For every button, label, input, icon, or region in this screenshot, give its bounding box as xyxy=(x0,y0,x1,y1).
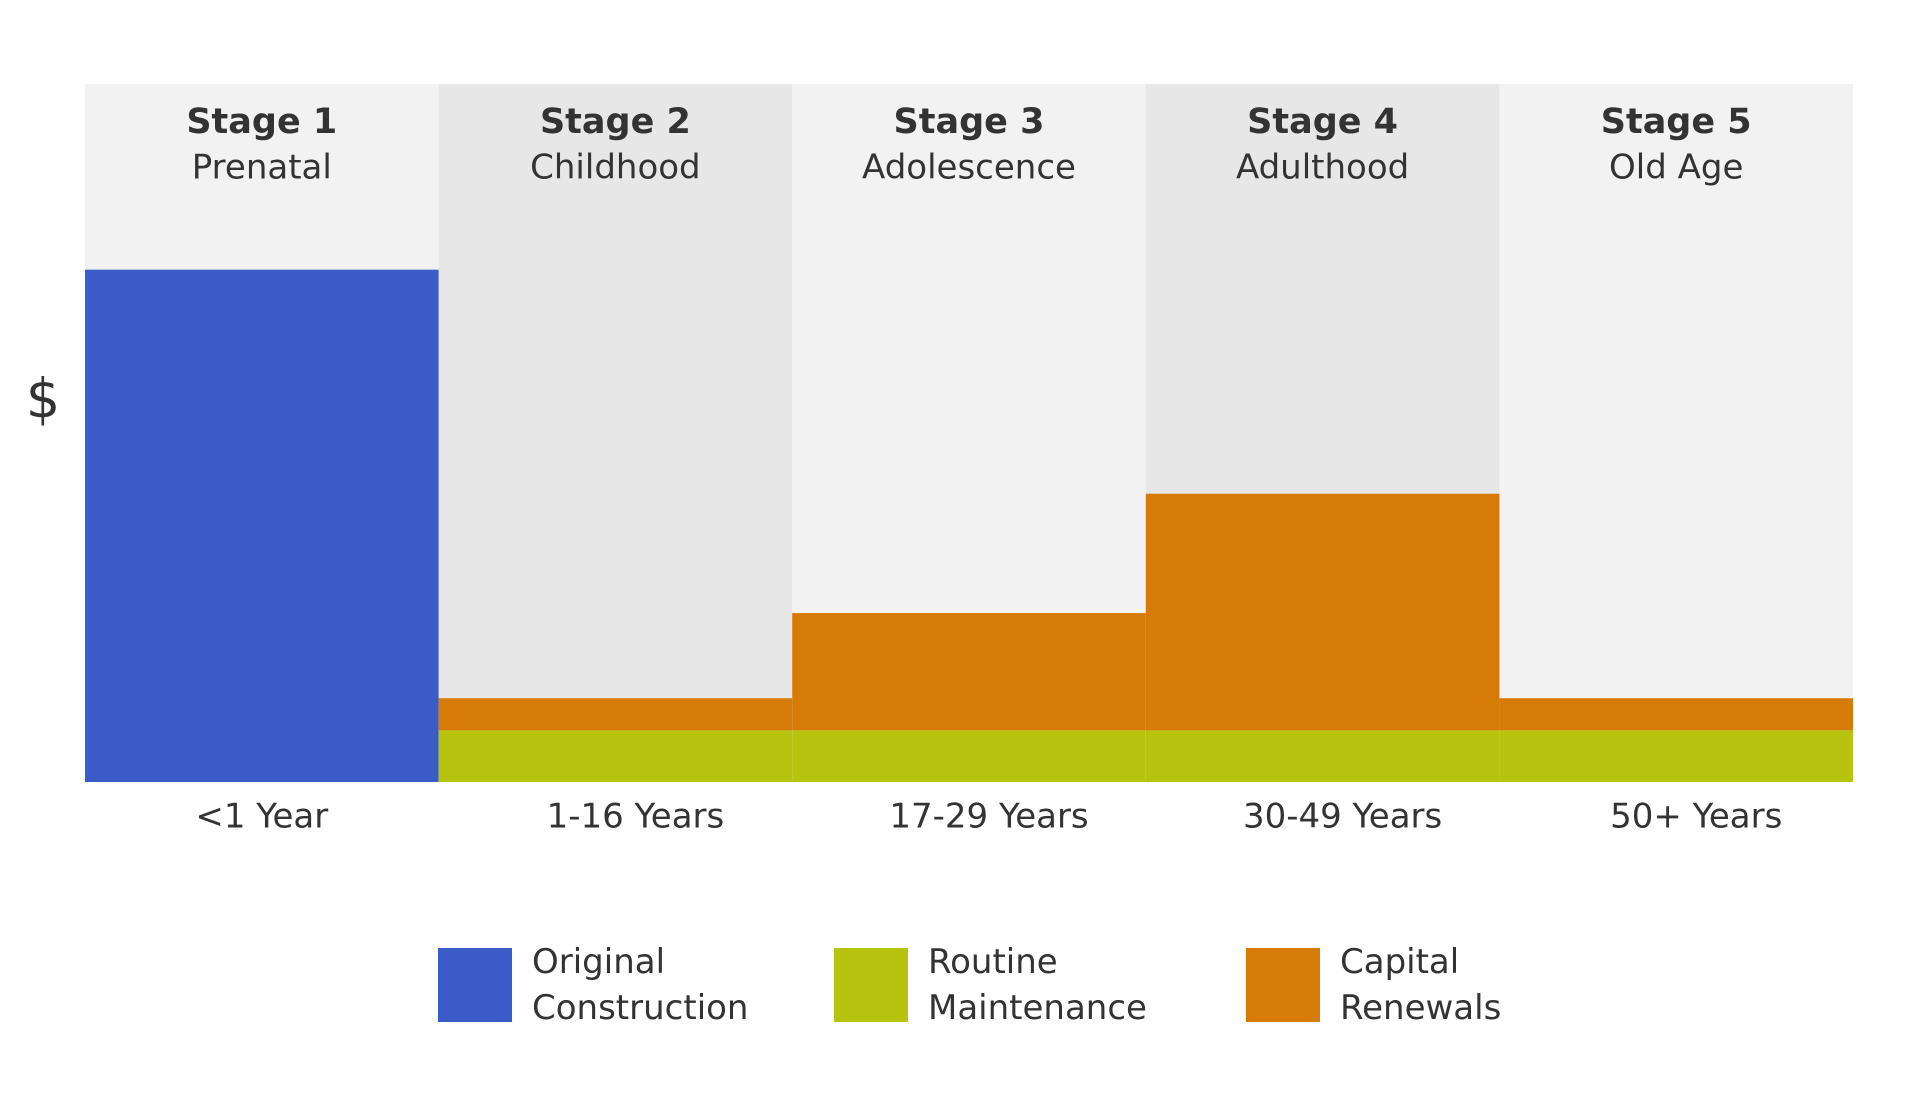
bar-segment xyxy=(1499,730,1853,782)
legend-label: Routine Maintenance xyxy=(928,942,1147,1028)
stage-title: Stage 1 xyxy=(186,102,337,142)
stage-name: Childhood xyxy=(530,148,701,188)
legend-swatch xyxy=(1246,948,1320,1022)
legend-label: Capital Renewals xyxy=(1340,942,1502,1028)
stage-title: Stage 2 xyxy=(540,102,691,142)
stage-title: Stage 4 xyxy=(1247,102,1398,142)
stage-title: Stage 3 xyxy=(894,102,1045,142)
legend-label: Original Construction xyxy=(532,942,749,1028)
bar-segment xyxy=(792,730,1146,782)
stage-name: Adulthood xyxy=(1236,148,1409,188)
stage-band xyxy=(1499,84,1853,782)
x-tick-label: 30-49 Years xyxy=(1243,797,1442,837)
stage-band xyxy=(438,84,793,782)
x-tick-label: 17-29 Years xyxy=(889,797,1088,837)
x-tick-label: 50+ Years xyxy=(1610,797,1782,837)
bar-segment xyxy=(438,730,793,782)
stage-title: Stage 5 xyxy=(1601,102,1752,142)
bar-segment xyxy=(1145,730,1500,782)
y-axis-label: $ xyxy=(26,368,60,431)
bar-segment xyxy=(85,269,439,783)
legend-swatch xyxy=(438,948,512,1022)
bar-segment xyxy=(438,698,793,731)
x-tick-label: 1-16 Years xyxy=(547,797,725,837)
legend-swatch xyxy=(834,948,908,1022)
bar-segment xyxy=(1499,698,1853,731)
bar-segment xyxy=(1145,493,1500,731)
stage-name: Adolescence xyxy=(862,148,1076,188)
stage-name: Prenatal xyxy=(192,148,332,188)
stage-name: Old Age xyxy=(1609,148,1743,188)
x-tick-label: <1 Year xyxy=(195,797,328,837)
bar-segment xyxy=(792,613,1146,731)
